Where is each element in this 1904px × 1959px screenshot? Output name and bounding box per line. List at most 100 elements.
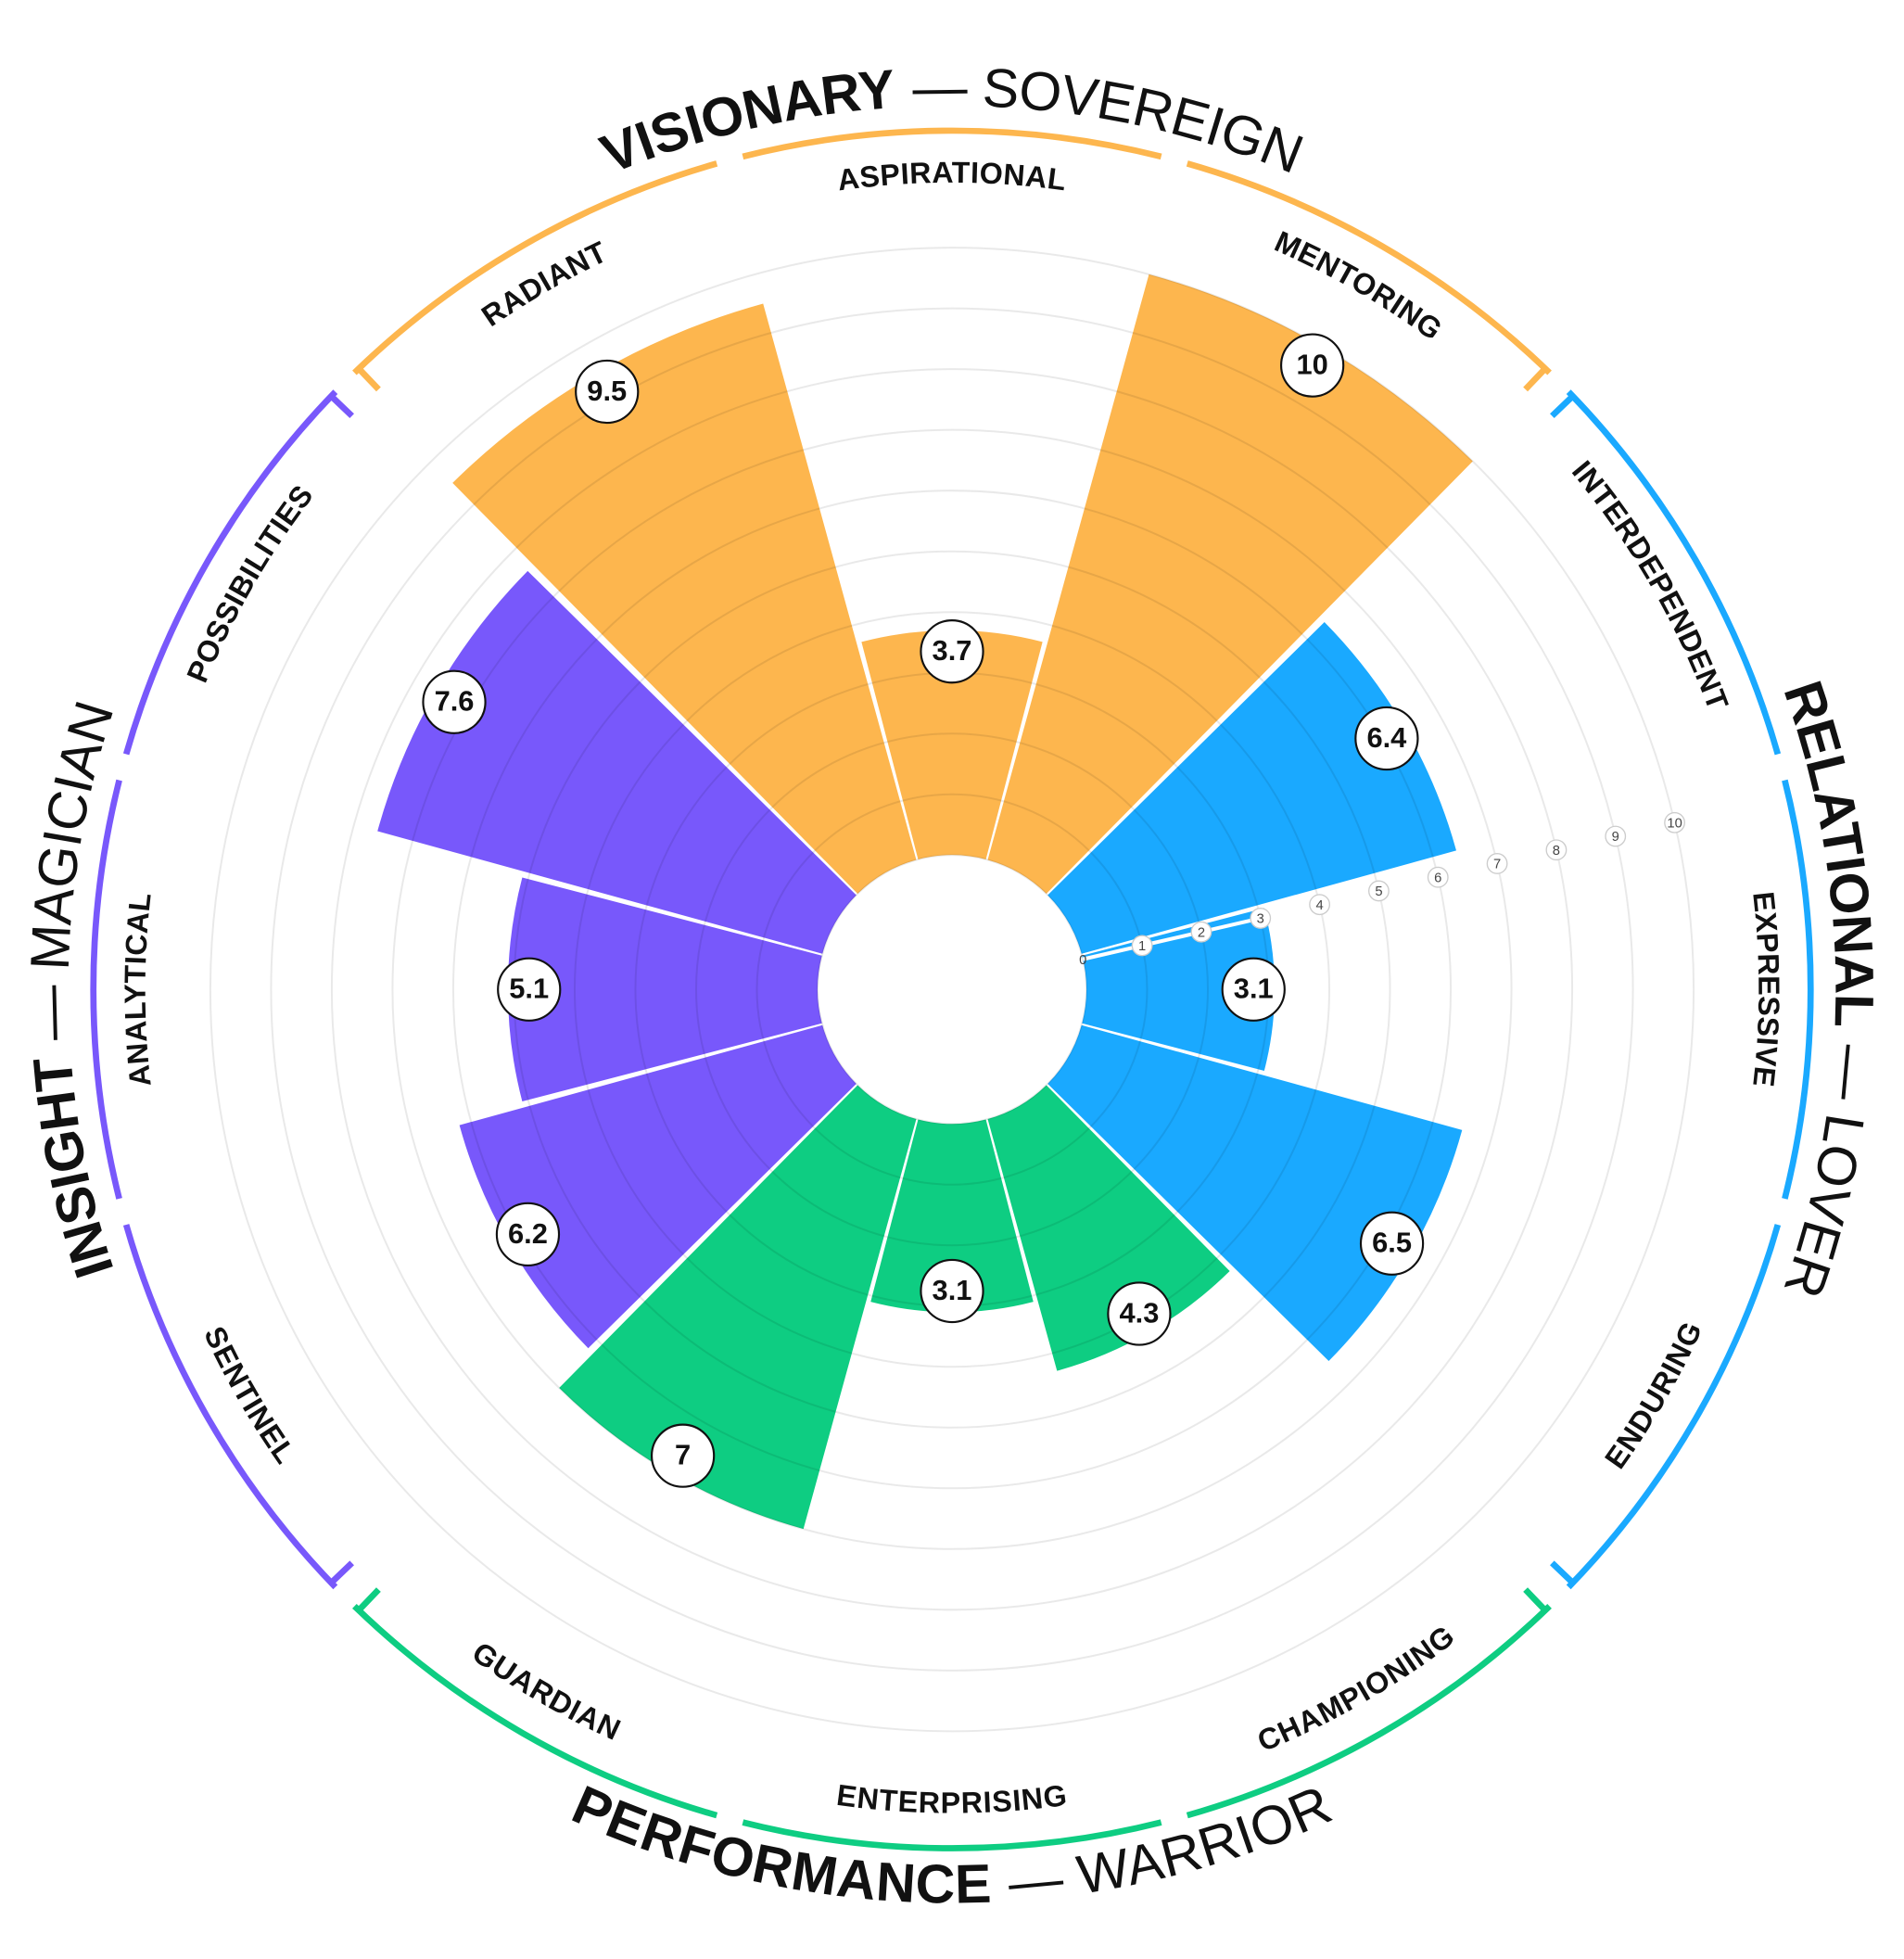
- group-bracket: [1523, 1587, 1550, 1615]
- group-bracket: [327, 1560, 354, 1587]
- value-label-badge: [920, 619, 984, 684]
- category-label: ASPIRATIONAL: [835, 155, 1069, 197]
- value-label-badge: [497, 957, 562, 1022]
- bar: [507, 877, 822, 1102]
- value-label-badge: [575, 359, 640, 425]
- value-label: 9.5: [587, 375, 627, 407]
- category-label: CHAMPIONING: [1252, 1619, 1460, 1758]
- grid-ring: [694, 732, 1210, 1247]
- value-label-badge: [495, 1202, 561, 1267]
- group-bracket: [327, 392, 354, 419]
- tick-mark: [1486, 853, 1508, 874]
- value-label-badge: [1359, 1211, 1425, 1276]
- r-tick-label: 0: [1079, 953, 1086, 968]
- grid-ring: [451, 490, 1453, 1490]
- tick-mark: [1190, 921, 1212, 943]
- group-name: RELATIONAL: [1772, 674, 1885, 1028]
- value-label-badge: [422, 669, 487, 734]
- r-tick-label: 8: [1553, 844, 1560, 859]
- r-tick-label: 1: [1138, 939, 1146, 954]
- category-label: SENTINEL: [198, 1321, 303, 1469]
- bar: [870, 1119, 1034, 1313]
- r-tick-label: 9: [1612, 830, 1619, 845]
- value-label-badge: [1221, 957, 1286, 1022]
- group-bracket: [354, 1587, 381, 1615]
- value-label: 3.7: [933, 634, 972, 667]
- group-bracket: [1523, 364, 1550, 392]
- bar: [987, 1085, 1230, 1371]
- value-label-badge: [1354, 706, 1419, 771]
- category-label-text: POSSIBILITIES: [180, 478, 319, 687]
- grid-ring: [817, 854, 1087, 1126]
- category-label-text: MENTORING: [1270, 224, 1448, 347]
- category-label-text: ASPIRATIONAL: [835, 155, 1068, 197]
- bar: [1047, 1024, 1463, 1362]
- group-arc: [1186, 160, 1552, 375]
- value-label-badge: [920, 1258, 984, 1324]
- grid-ring: [270, 307, 1634, 1672]
- category-label: RADIANT: [476, 235, 613, 333]
- category-label-text: GUARDIAN: [466, 1635, 626, 1746]
- r-tick-label: 6: [1434, 871, 1441, 885]
- tick-mark: [1368, 880, 1390, 902]
- group-arc: [742, 127, 1162, 160]
- group-arc: [1186, 1604, 1552, 1819]
- bar: [459, 1024, 857, 1349]
- tick-mark: [1250, 908, 1272, 929]
- bar: [1047, 622, 1456, 954]
- group-arc: [90, 779, 122, 1200]
- group-bracket: [1550, 1560, 1577, 1587]
- grid-ring: [755, 793, 1149, 1186]
- value-label: 3.1: [933, 1274, 972, 1306]
- value-label: 6.5: [1372, 1227, 1412, 1259]
- r-tick-label: 5: [1375, 884, 1382, 899]
- group-arc: [1566, 389, 1782, 756]
- value-label: 4.3: [1119, 1296, 1159, 1329]
- value-label: 10: [1296, 349, 1327, 381]
- category-label: GUARDIAN: [466, 1635, 626, 1746]
- group-arc: [122, 389, 338, 756]
- category-label-text: EXPRESSIVE: [1747, 890, 1786, 1089]
- grid-ring: [330, 368, 1574, 1611]
- group-bracket: [354, 364, 381, 392]
- value-label: 3.1: [1234, 973, 1274, 1005]
- value-label: 6.4: [1366, 721, 1406, 754]
- group-arc: [352, 160, 718, 375]
- category-label: ENTERPRISING: [835, 1777, 1070, 1819]
- r-tick-label: 3: [1257, 912, 1264, 927]
- tick-mark: [1545, 839, 1568, 861]
- category-label-text: ANALYTICAL: [118, 891, 156, 1088]
- category-label: MENTORING: [1270, 224, 1449, 347]
- tick-mark: [1664, 811, 1685, 833]
- group-arc: [1782, 779, 1814, 1200]
- value-label: 7.6: [435, 685, 475, 718]
- category-label-text: ENDURING: [1598, 1316, 1708, 1474]
- category-label-text: SENTINEL: [198, 1321, 302, 1469]
- value-label: 6.2: [508, 1217, 548, 1250]
- group-bracket: [1550, 392, 1577, 419]
- category-label: ANALYTICAL: [118, 891, 157, 1088]
- category-label: POSSIBILITIES: [180, 478, 320, 687]
- value-label-badge: [650, 1423, 716, 1488]
- value-label-badge: [1107, 1281, 1172, 1346]
- r-tick-label: 2: [1198, 925, 1205, 940]
- bar: [987, 273, 1473, 895]
- group-arc: [1566, 1224, 1782, 1590]
- r-tick-label: 10: [1667, 817, 1682, 832]
- group-arc: [742, 1819, 1162, 1851]
- grid-ring: [391, 428, 1513, 1550]
- category-label-text: ENTERPRISING: [835, 1777, 1069, 1819]
- grid-ring: [573, 611, 1331, 1368]
- tick-mark: [1309, 894, 1331, 916]
- group-label-path: INSIGHT— MAGICIAN: [19, 694, 125, 1286]
- bar: [559, 1085, 917, 1530]
- grid-ring: [209, 247, 1695, 1733]
- category-label-text: RADIANT: [476, 235, 612, 333]
- value-label: 7: [675, 1439, 691, 1471]
- group-arc: [352, 1604, 718, 1819]
- tick-mark: [1427, 866, 1449, 888]
- category-label-text: CHAMPIONING: [1252, 1619, 1460, 1758]
- tick-mark: [1131, 935, 1153, 957]
